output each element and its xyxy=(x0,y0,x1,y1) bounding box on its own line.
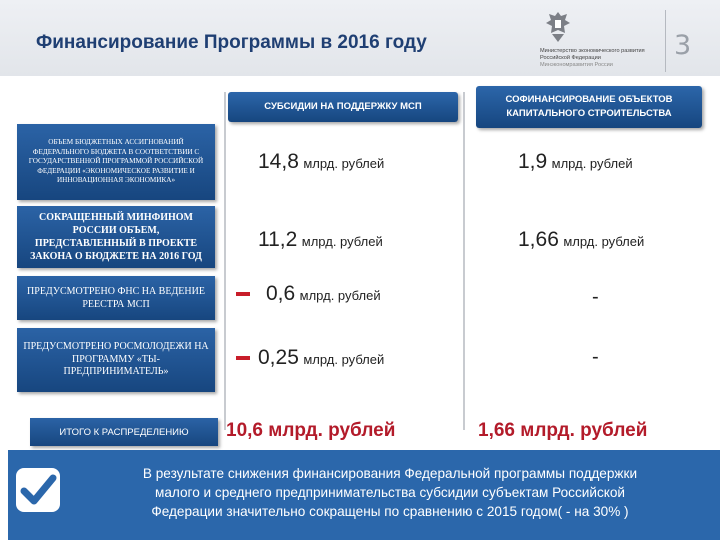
row2-capital-number: 1,66 xyxy=(518,228,559,251)
row4-minus-sign xyxy=(236,356,250,360)
column-header-subsidies: СУБСИДИИ НА ПОДДЕРЖКУ МСП xyxy=(228,92,458,122)
ministry-text: Министерство экономического развития Рос… xyxy=(540,48,645,69)
row4-subsidies-number: 0,25 xyxy=(258,346,299,369)
page-title: Финансирование Программы в 2016 году xyxy=(36,32,427,53)
row2-capital-unit: млрд. рублей xyxy=(563,234,645,249)
row-label-rosmolodezh-text: ПРЕДУСМОТРЕНО РОСМОЛОДЕЖИ НА ПРОГРАММУ «… xyxy=(23,341,209,378)
row1-capital-number: 1,9 xyxy=(518,150,548,173)
row4-subsidies-unit: млрд. рублей xyxy=(303,352,385,367)
ministry-line-3: Минэкономразвития России xyxy=(540,62,613,68)
row-label-minfin-reduced-text: СОКРАЩЕННЫЙ МИНФИНОМ РОССИИ ОБЪЕМ, ПРЕДС… xyxy=(30,212,202,262)
ministry-line-1: Министерство экономического развития xyxy=(540,48,645,54)
row-label-total-text: ИТОГО К РАСПРЕДЕЛЕНИЮ xyxy=(59,426,189,438)
column-header-subsidies-label: СУБСИДИИ НА ПОДДЕРЖКУ МСП xyxy=(264,101,422,112)
row2-subsidies-value: 11,2 млрд. рублей xyxy=(258,228,383,252)
row1-subsidies-unit: млрд. рублей xyxy=(303,156,385,171)
row-label-fns-registry: ПРЕДУСМОТРЕНО ФНС НА ВЕДЕНИЕ РЕЕСТРА МСП xyxy=(17,276,215,320)
checkmark-icon xyxy=(16,468,60,512)
conclusion-line-2: малого и среднего предпринимательства су… xyxy=(154,485,625,500)
row-label-total: ИТОГО К РАСПРЕДЕЛЕНИЮ xyxy=(30,418,218,446)
row4-capital-value: - xyxy=(592,346,599,368)
conclusion-line-3: Федерации значительно сокращены по сравн… xyxy=(151,504,629,519)
row-label-budget-allocation-text: ОБЪЕМ БЮДЖЕТНЫХ АССИГНОВАНИЙ ФЕДЕРАЛЬНОГ… xyxy=(28,138,204,185)
header-divider xyxy=(665,10,666,72)
row4-subsidies-value: 0,25 млрд. рублей xyxy=(258,346,384,370)
column-header-capital: СОФИНАНСИРОВАНИЕ ОБЪЕКТОВ КАПИТАЛЬНОГО С… xyxy=(476,86,702,128)
checkmark-icon-glyph xyxy=(20,474,57,505)
column-separator-middle xyxy=(463,92,465,430)
row1-capital-value: 1,9 млрд. рублей xyxy=(518,150,633,174)
row-label-fns-registry-text: ПРЕДУСМОТРЕНО ФНС НА ВЕДЕНИЕ РЕЕСТРА МСП xyxy=(27,286,205,310)
row3-subsidies-number: 0,6 xyxy=(266,282,296,305)
column-separator-left xyxy=(224,92,226,430)
row3-subsidies-unit: млрд. рублей xyxy=(299,288,381,303)
ministry-line-2: Российской Федерации xyxy=(540,55,601,61)
row2-subsidies-unit: млрд. рублей xyxy=(301,234,383,249)
row-label-budget-allocation: ОБЪЕМ БЮДЖЕТНЫХ АССИГНОВАНИЙ ФЕДЕРАЛЬНОГ… xyxy=(17,124,215,200)
row1-capital-unit: млрд. рублей xyxy=(551,156,633,171)
coat-of-arms-icon xyxy=(546,12,570,42)
row-label-rosmolodezh: ПРЕДУСМОТРЕНО РОСМОЛОДЕЖИ НА ПРОГРАММУ «… xyxy=(17,328,215,392)
ministry-logo: Министерство экономического развития Рос… xyxy=(540,10,662,72)
row1-subsidies-value: 14,8 млрд. рублей xyxy=(258,150,384,174)
row2-capital-value: 1,66 млрд. рублей xyxy=(518,228,644,252)
conclusion-text: В результате снижения финансирования Фед… xyxy=(68,464,712,521)
row3-subsidies-value: 0,6 млрд. рублей xyxy=(266,282,381,306)
page-number: 3 xyxy=(674,30,692,61)
total-capital-value: 1,66 млрд. рублей xyxy=(478,420,648,441)
row3-capital-value: - xyxy=(592,286,599,308)
total-subsidies-value: 10,6 млрд. рублей xyxy=(226,420,396,441)
row3-minus-sign xyxy=(236,292,250,296)
row2-subsidies-number: 11,2 xyxy=(258,228,298,251)
header-bar: Финансирование Программы в 2016 году Мин… xyxy=(0,0,720,76)
column-header-capital-label: СОФИНАНСИРОВАНИЕ ОБЪЕКТОВ КАПИТАЛЬНОГО С… xyxy=(505,94,673,119)
conclusion-banner xyxy=(8,450,720,540)
row-label-minfin-reduced: СОКРАЩЕННЫЙ МИНФИНОМ РОССИИ ОБЪЕМ, ПРЕДС… xyxy=(17,206,215,268)
row1-subsidies-number: 14,8 xyxy=(258,150,299,173)
conclusion-line-1: В результате снижения финансирования Фед… xyxy=(142,466,638,481)
